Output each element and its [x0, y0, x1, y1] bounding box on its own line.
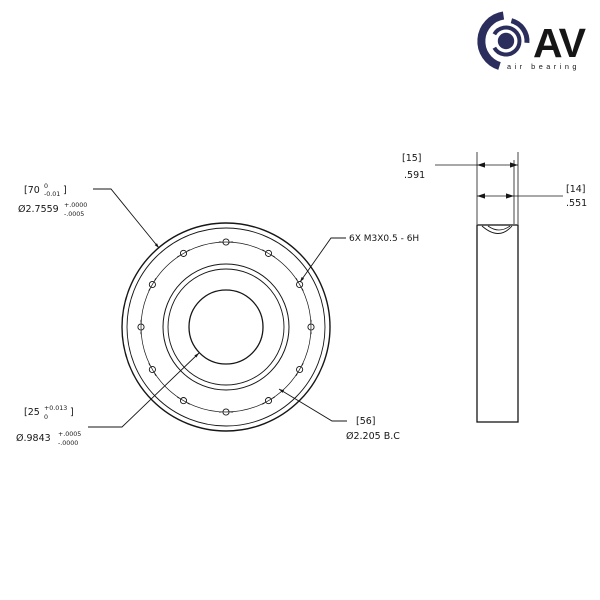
bolt-hole — [179, 249, 188, 257]
od-metric-tol-upper: 0 — [44, 183, 48, 190]
thickness-metric: [14] — [566, 184, 586, 195]
bolt-circle — [140, 241, 312, 413]
bolt-hole-tick — [301, 363, 304, 366]
bore-dimension-label: [25 +0.013 0 ] Ø.9843 +.0005 -.0000 — [16, 405, 81, 447]
od-inch-value: Ø2.7559 — [18, 204, 59, 215]
thickness-inch: .551 — [566, 198, 587, 209]
logo-center-dot — [497, 32, 515, 50]
dim-arrow — [477, 162, 485, 168]
bolt-hole-tick — [148, 363, 151, 366]
bolt-hole-tick — [272, 396, 275, 399]
bolt-hole-tick — [177, 255, 180, 258]
od-metric-close: ] — [63, 185, 67, 196]
bore-metric-open: [25 — [24, 407, 40, 418]
bolt-hole-tick — [154, 278, 157, 281]
bolt-hole — [296, 365, 304, 374]
bolt-hole-tick — [177, 396, 180, 399]
logo: AV air bearing — [477, 11, 588, 71]
logo-inner-ring — [492, 25, 522, 57]
leader-arrow — [194, 353, 199, 358]
bore-inch-tol-upper: +.0005 — [58, 431, 81, 438]
front-view — [121, 222, 331, 432]
bolt-hole — [222, 408, 230, 416]
bolt-hole-tick — [187, 249, 190, 252]
od-metric-open: [70 — [24, 185, 40, 196]
top-face-recess-arc — [481, 225, 513, 234]
dim-arrow — [510, 162, 518, 168]
outer-diameter-inner-line — [126, 227, 326, 427]
bolt-hole — [264, 249, 273, 257]
bolt-hole — [148, 280, 156, 289]
bolt-hole-tick — [187, 402, 190, 405]
dim-arrow — [506, 193, 514, 199]
bolt-hole-tick — [262, 249, 265, 252]
overall-width-metric: [15] — [402, 153, 422, 164]
bore-metric-tol-lower: 0 — [44, 414, 48, 421]
bore-metric-close: ] — [70, 407, 74, 418]
bolt-hole-tick — [295, 278, 298, 281]
logo-text: AV — [533, 20, 587, 66]
bore-circle — [188, 289, 264, 365]
bolt-circle-label: [56] Ø2.205 B.C — [346, 416, 400, 442]
logo-top-arc — [510, 18, 530, 44]
leader-bore — [88, 352, 200, 428]
bore-inch-value: Ø.9843 — [16, 433, 51, 444]
bolt-hole — [222, 238, 230, 246]
bolt-hole-tick — [154, 373, 157, 376]
bolt-hole-tick — [272, 255, 275, 258]
leader-arrow — [300, 277, 305, 282]
bolt-hole — [307, 323, 315, 331]
leader-lines — [88, 188, 347, 428]
bolt-holes — [137, 238, 315, 416]
bolt-hole — [137, 323, 145, 331]
bolt-circle-metric: [56] — [356, 416, 376, 427]
bolt-hole-tick — [148, 288, 151, 291]
bolt-hole-tick — [295, 373, 298, 376]
bolt-hole-tick — [301, 288, 304, 291]
leader-od — [93, 188, 160, 249]
overall-width-inch: .591 — [404, 170, 425, 181]
bolt-hole — [264, 397, 273, 405]
bolt-hole-tick — [262, 402, 265, 405]
leader-bolt-circle — [278, 388, 347, 422]
boss-circle-inner — [167, 268, 285, 386]
top-face-recess-arc-inner — [487, 225, 511, 231]
overall-width-label: [15] .591 — [402, 153, 425, 181]
logo-swirl-icon — [477, 11, 530, 70]
bolt-hole — [148, 365, 156, 374]
side-view — [435, 152, 563, 423]
bolt-hole — [179, 397, 188, 405]
outer-diameter-circle — [121, 222, 331, 432]
logo-tagline: air bearing — [507, 62, 580, 71]
dim-arrow — [477, 193, 485, 199]
bolt-hole — [296, 280, 304, 289]
thread-note: 6X M3X0.5 - 6H — [349, 234, 419, 244]
od-inch-tol-lower: -.0005 — [64, 211, 84, 218]
thickness-label: [14] .551 — [566, 184, 587, 209]
boss-circle — [162, 263, 290, 391]
od-metric-tol-lower: -0.01 — [44, 191, 60, 198]
leader-thread-note — [299, 237, 346, 283]
bore-metric-tol-upper: +0.013 — [44, 405, 67, 412]
leader-arrow — [279, 389, 285, 393]
od-inch-tol-upper: +.0000 — [64, 202, 87, 209]
side-profile-outline — [476, 224, 519, 423]
bolt-circle-inch: Ø2.205 B.C — [346, 431, 400, 442]
leader-arrow — [154, 243, 159, 248]
logo-swoosh-arc — [477, 11, 505, 70]
bore-inch-tol-lower: -.0000 — [58, 440, 78, 447]
od-dimension-label: [70 0 -0.01 ] Ø2.7559 +.0000 -.0005 — [18, 183, 87, 218]
